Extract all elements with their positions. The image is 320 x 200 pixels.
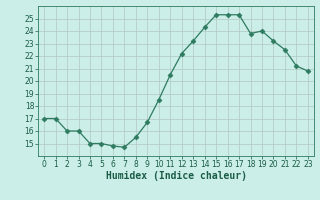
X-axis label: Humidex (Indice chaleur): Humidex (Indice chaleur) xyxy=(106,171,246,181)
